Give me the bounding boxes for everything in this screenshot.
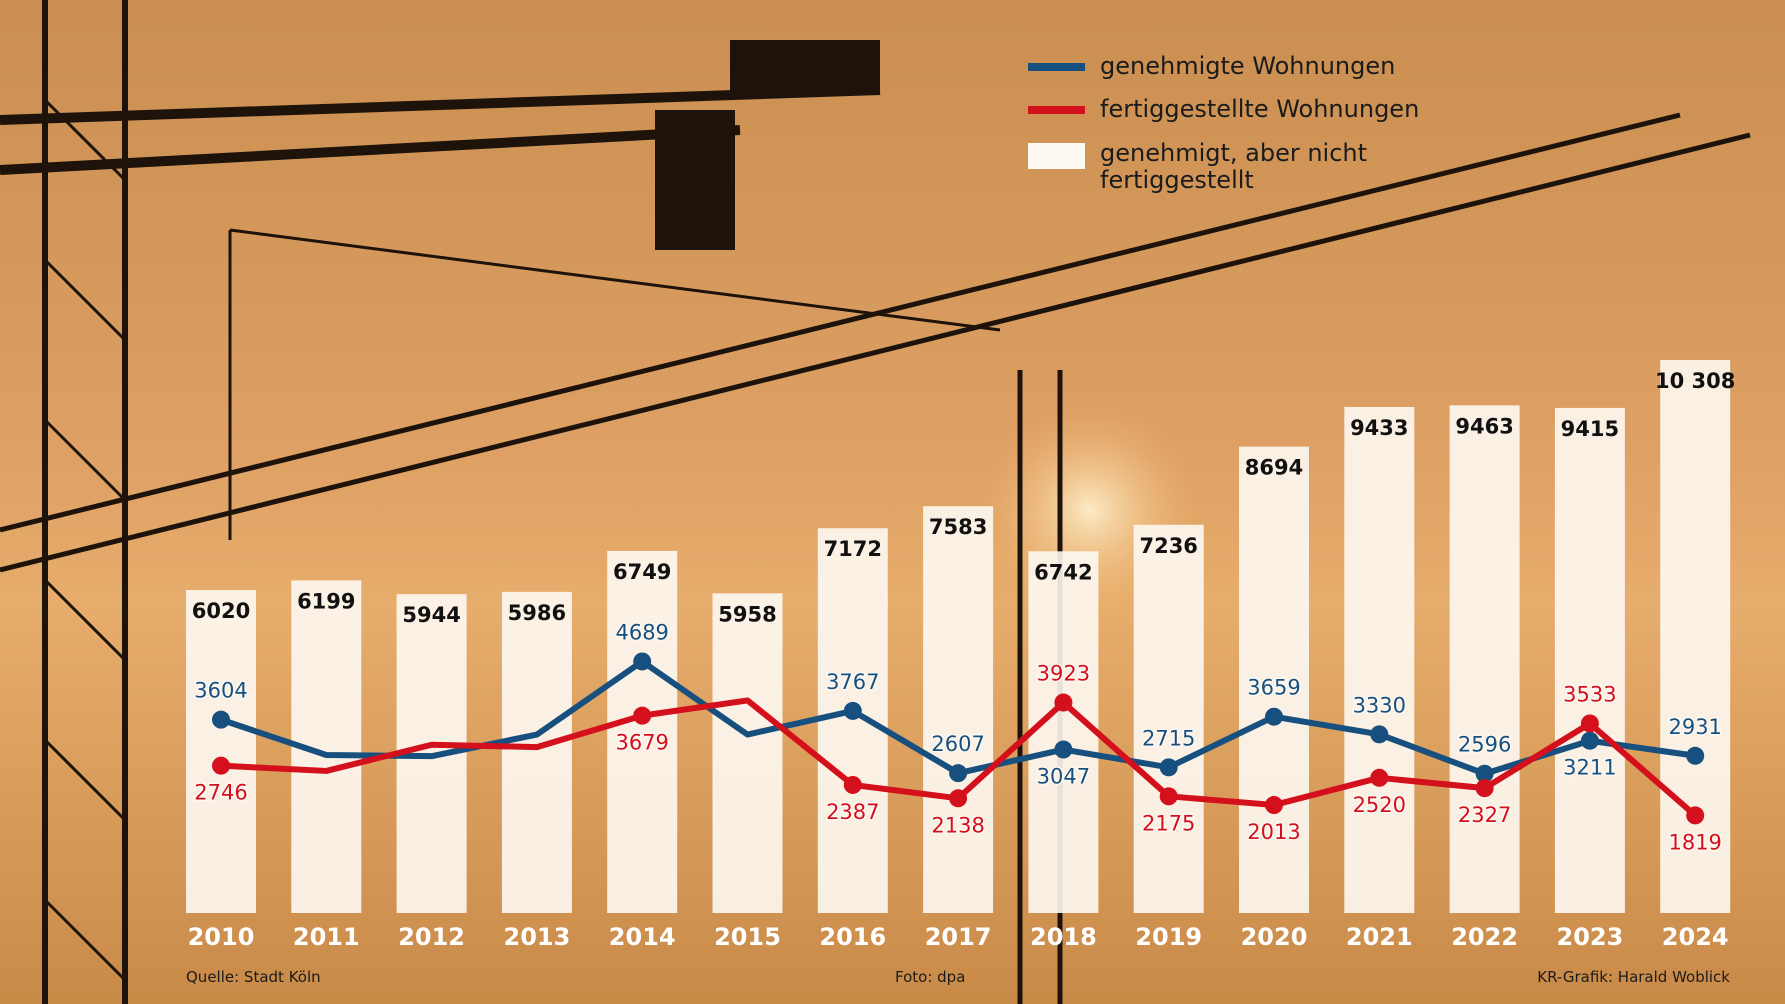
point-label: 3923 [1037,662,1090,686]
point-label: 2931 [1668,715,1721,739]
point-label: 3604 [194,679,247,703]
bar-label: 6742 [1034,560,1092,584]
bar-label: 9415 [1561,417,1619,441]
legend-label: genehmigte Wohnungen [1100,52,1396,80]
bar [923,506,994,913]
marker [1686,806,1705,825]
x-tick-label: 2022 [1451,923,1518,951]
point-label: 2138 [931,813,984,837]
bar-label: 6199 [297,589,355,613]
bar [1133,524,1204,913]
point-label: 2387 [826,800,879,824]
x-tick-label: 2024 [1662,923,1729,951]
x-tick-label: 2012 [398,923,465,951]
legend-swatch [1028,143,1085,169]
marker [843,775,862,794]
point-label: 1819 [1668,830,1721,854]
x-tick-label: 2014 [609,923,676,951]
marker [1370,725,1389,744]
bar [1239,446,1309,913]
point-label: 2520 [1353,793,1406,817]
legend-label: genehmigt, aber nicht fertiggestellt [1100,139,1368,194]
marker [1265,707,1283,726]
point-label: 3330 [1353,693,1406,717]
marker [212,710,230,729]
bar [1028,551,1099,913]
x-tick-label: 2021 [1346,923,1413,951]
marker [949,789,968,808]
bar-label: 7172 [824,537,882,561]
credit: KR-Grafik: Harald Woblick [1537,968,1730,986]
x-tick-label: 2016 [819,923,886,951]
marker [212,756,230,775]
bar [1449,405,1520,913]
marker [1580,731,1599,750]
bar [817,528,888,913]
marker [633,706,652,725]
bar [1554,407,1625,913]
marker [1475,764,1494,783]
marker [1475,779,1494,798]
point-label: 2175 [1142,811,1195,835]
x-tick-label: 2023 [1557,923,1624,951]
bar-label: 7583 [929,515,987,539]
marker [1370,768,1389,787]
marker [1054,740,1073,759]
x-tick-label: 2011 [293,923,360,951]
bar-label: 9433 [1350,416,1408,440]
bar-label: 9463 [1455,414,1513,438]
point-label: 3679 [615,731,668,755]
bar-label: 5958 [718,602,776,626]
marker [1159,758,1178,777]
point-label: 2327 [1458,803,1511,827]
marker [1159,787,1178,806]
x-tick-label: 2019 [1135,923,1202,951]
source: Quelle: Stadt Köln [186,968,321,986]
point-label: 3767 [826,670,879,694]
marker [1580,714,1599,733]
bar [607,550,678,913]
bar [1344,406,1415,913]
bar-label: 6749 [613,560,671,584]
x-tick-label: 2020 [1241,923,1308,951]
point-label: 3533 [1563,682,1616,706]
bar [501,591,572,913]
point-label: 2596 [1458,733,1511,757]
x-tick-label: 2015 [714,923,781,951]
marker [843,701,862,720]
x-tick-label: 2013 [504,923,571,951]
bar-label: 10 308 [1655,369,1735,393]
bar-label: 6020 [192,599,250,623]
bar-label: 5986 [508,601,566,625]
bar [186,590,256,913]
x-tick-label: 2010 [188,923,255,951]
legend-label: fertiggestellte Wohnungen [1100,95,1420,123]
point-label: 2013 [1247,820,1300,844]
marker [1686,746,1705,765]
point-label: 3047 [1037,765,1090,789]
marker [1265,796,1283,815]
bar-label: 8694 [1245,456,1303,480]
point-label: 2607 [931,732,984,756]
bar [712,593,783,913]
marker [949,764,968,783]
bar-label: 5944 [402,603,460,627]
x-tick-label: 2017 [925,923,992,951]
marker [1054,693,1073,712]
photo-credit: Foto: dpa [895,968,966,986]
point-label: 2746 [194,781,247,805]
bar-label: 7236 [1139,534,1197,558]
point-label: 3659 [1247,676,1300,700]
x-tick-label: 2018 [1030,923,1097,951]
point-label: 3211 [1563,756,1616,780]
point-label: 2715 [1142,726,1195,750]
marker [633,652,652,671]
point-label: 4689 [615,620,668,644]
